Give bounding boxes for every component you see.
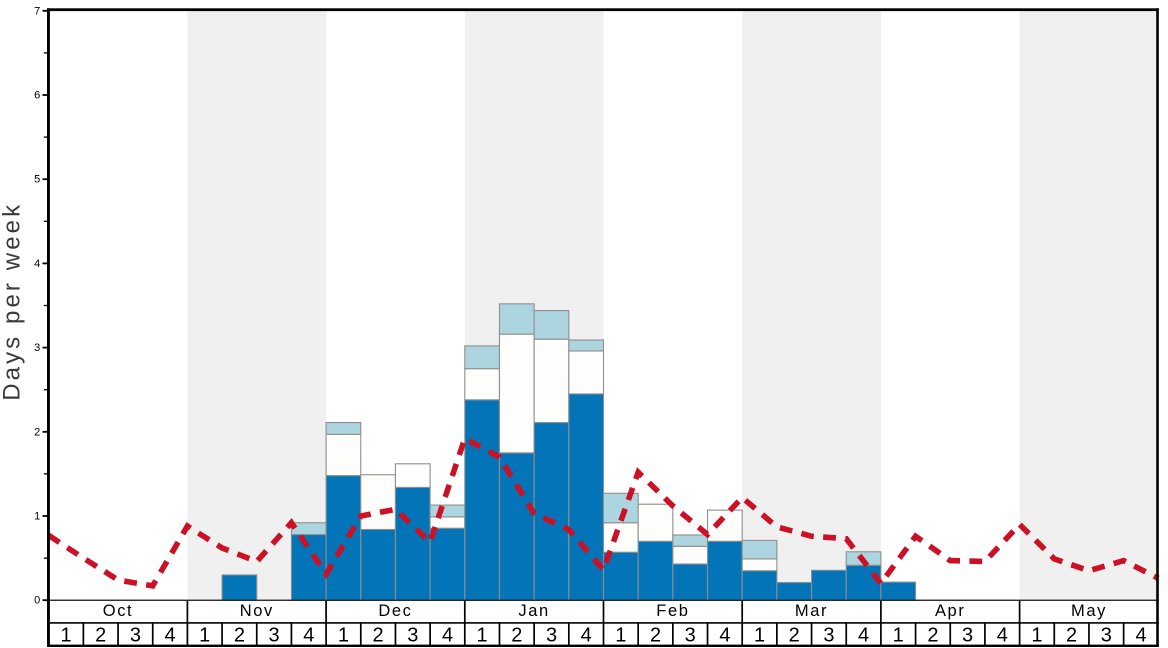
svg-text:1: 1 — [1031, 625, 1042, 647]
svg-text:3: 3 — [546, 625, 557, 647]
svg-text:2: 2 — [927, 625, 938, 647]
svg-text:1: 1 — [199, 625, 210, 647]
svg-text:2: 2 — [511, 625, 522, 647]
svg-text:2: 2 — [1066, 625, 1077, 647]
svg-text:4: 4 — [442, 625, 453, 647]
svg-text:2: 2 — [373, 625, 384, 647]
svg-text:4: 4 — [719, 625, 730, 647]
svg-text:1: 1 — [34, 511, 40, 523]
svg-text:3: 3 — [407, 625, 418, 647]
svg-text:3: 3 — [130, 625, 141, 647]
svg-text:4: 4 — [34, 258, 40, 270]
svg-text:1: 1 — [338, 625, 349, 647]
svg-text:3: 3 — [823, 625, 834, 647]
svg-text:4: 4 — [303, 625, 314, 647]
svg-text:Dec: Dec — [378, 602, 412, 620]
svg-text:Feb: Feb — [656, 602, 689, 620]
svg-text:1: 1 — [477, 625, 488, 647]
svg-text:4: 4 — [1135, 625, 1146, 647]
svg-text:3: 3 — [1101, 625, 1112, 647]
svg-text:3: 3 — [34, 342, 40, 354]
svg-text:4: 4 — [581, 625, 592, 647]
svg-text:6: 6 — [34, 90, 40, 102]
svg-text:1: 1 — [893, 625, 904, 647]
svg-text:May: May — [1071, 602, 1107, 620]
svg-text:Oct: Oct — [103, 602, 133, 620]
svg-text:Mar: Mar — [795, 602, 828, 620]
svg-text:0: 0 — [34, 595, 40, 607]
svg-text:2: 2 — [95, 625, 106, 647]
svg-text:5: 5 — [34, 174, 40, 186]
svg-text:4: 4 — [997, 625, 1008, 647]
svg-text:Days per week: Days per week — [0, 202, 26, 401]
svg-text:7: 7 — [34, 5, 40, 17]
svg-text:2: 2 — [234, 625, 245, 647]
svg-text:2: 2 — [650, 625, 661, 647]
svg-text:Apr: Apr — [935, 602, 965, 620]
svg-text:1: 1 — [60, 625, 71, 647]
svg-text:2: 2 — [34, 426, 40, 438]
svg-text:3: 3 — [962, 625, 973, 647]
svg-text:1: 1 — [754, 625, 765, 647]
svg-text:Jan: Jan — [518, 602, 549, 620]
svg-text:Nov: Nov — [240, 602, 274, 620]
svg-text:4: 4 — [858, 625, 869, 647]
svg-text:3: 3 — [685, 625, 696, 647]
svg-text:2: 2 — [789, 625, 800, 647]
svg-text:3: 3 — [269, 625, 280, 647]
svg-text:4: 4 — [165, 625, 176, 647]
svg-text:1: 1 — [615, 625, 626, 647]
